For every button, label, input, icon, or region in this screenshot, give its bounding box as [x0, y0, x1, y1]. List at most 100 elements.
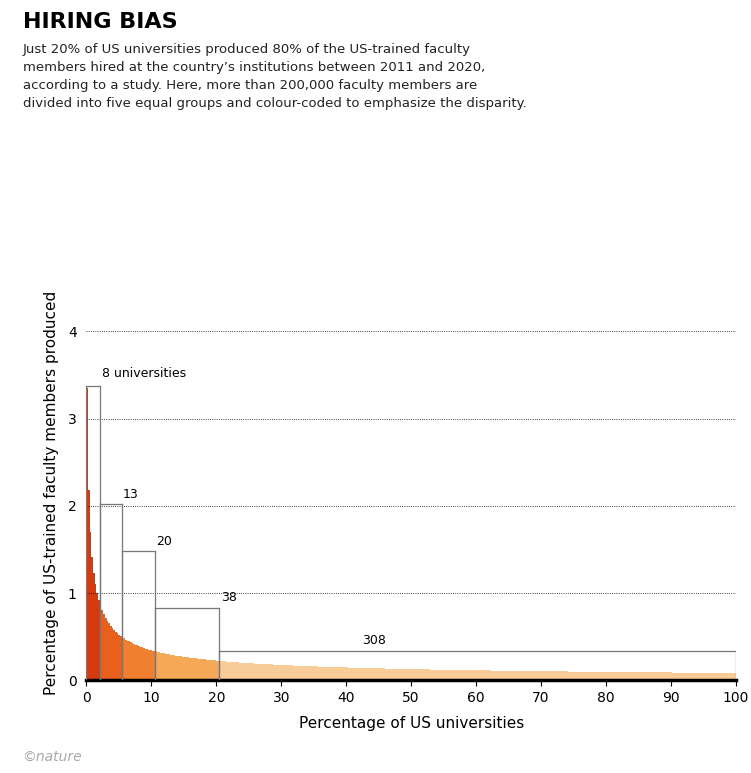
Bar: [721, 673, 722, 680]
Bar: [659, 673, 660, 680]
Bar: [285, 665, 286, 680]
Bar: [437, 669, 439, 680]
Bar: [281, 665, 283, 680]
Bar: [282, 665, 285, 680]
Bar: [588, 672, 590, 680]
Bar: [101, 610, 103, 680]
Bar: [217, 661, 219, 680]
Bar: [392, 669, 394, 680]
Bar: [486, 670, 487, 680]
Bar: [239, 662, 241, 680]
Bar: [311, 666, 313, 680]
Bar: [228, 662, 229, 680]
Bar: [214, 660, 216, 680]
Bar: [722, 673, 724, 680]
Bar: [699, 673, 701, 680]
Bar: [429, 669, 430, 680]
Bar: [107, 621, 108, 680]
Bar: [338, 667, 340, 680]
Bar: [358, 668, 360, 680]
Bar: [343, 667, 345, 680]
Bar: [309, 666, 312, 680]
Bar: [96, 593, 98, 680]
Bar: [298, 666, 300, 680]
Bar: [506, 671, 508, 680]
Bar: [724, 673, 726, 680]
Bar: [642, 673, 644, 680]
Bar: [93, 573, 95, 680]
Bar: [192, 658, 194, 680]
Bar: [330, 667, 331, 680]
Bar: [619, 672, 620, 680]
Bar: [328, 667, 330, 680]
Bar: [509, 671, 511, 680]
Bar: [342, 667, 343, 680]
Bar: [556, 672, 558, 680]
Bar: [630, 673, 632, 680]
Bar: [241, 662, 243, 680]
Bar: [213, 660, 214, 680]
Bar: [197, 659, 199, 680]
Bar: [278, 665, 279, 680]
Bar: [726, 673, 728, 680]
Bar: [92, 557, 93, 680]
Bar: [370, 668, 372, 680]
Bar: [672, 673, 674, 680]
Bar: [466, 670, 467, 680]
Bar: [234, 662, 236, 680]
Bar: [394, 669, 395, 680]
Bar: [687, 673, 689, 680]
Bar: [635, 673, 637, 680]
Bar: [627, 672, 629, 680]
Bar: [536, 671, 538, 680]
Bar: [684, 673, 686, 680]
Bar: [335, 667, 336, 680]
Bar: [207, 660, 209, 680]
Bar: [185, 657, 187, 680]
Bar: [123, 638, 125, 680]
Bar: [541, 671, 543, 680]
Bar: [734, 673, 736, 680]
Bar: [528, 671, 529, 680]
Bar: [625, 672, 627, 680]
Bar: [288, 666, 289, 680]
Bar: [175, 656, 177, 680]
Bar: [499, 671, 501, 680]
Bar: [592, 672, 593, 680]
Bar: [622, 672, 623, 680]
Bar: [270, 665, 271, 680]
Bar: [251, 663, 252, 680]
Bar: [410, 669, 412, 680]
Bar: [210, 660, 213, 680]
Bar: [388, 669, 391, 680]
Bar: [652, 673, 654, 680]
Bar: [686, 673, 687, 680]
Bar: [221, 661, 222, 680]
Bar: [103, 615, 105, 680]
Bar: [346, 667, 348, 680]
Bar: [417, 669, 419, 680]
Bar: [448, 670, 449, 680]
Bar: [399, 669, 400, 680]
Bar: [306, 666, 308, 680]
Bar: [229, 662, 231, 680]
Bar: [231, 662, 232, 680]
Bar: [603, 672, 605, 680]
Bar: [517, 671, 520, 680]
Bar: [502, 671, 505, 680]
Bar: [595, 672, 597, 680]
Text: 8 universities: 8 universities: [102, 367, 186, 380]
Bar: [125, 639, 127, 680]
Bar: [647, 673, 649, 680]
Bar: [689, 673, 691, 680]
Bar: [351, 668, 353, 680]
Bar: [222, 661, 224, 680]
Bar: [491, 670, 493, 680]
Bar: [291, 666, 293, 680]
Bar: [122, 637, 123, 680]
Bar: [729, 673, 731, 680]
Bar: [261, 664, 263, 680]
Bar: [570, 672, 572, 680]
Bar: [464, 670, 466, 680]
Bar: [694, 673, 695, 680]
